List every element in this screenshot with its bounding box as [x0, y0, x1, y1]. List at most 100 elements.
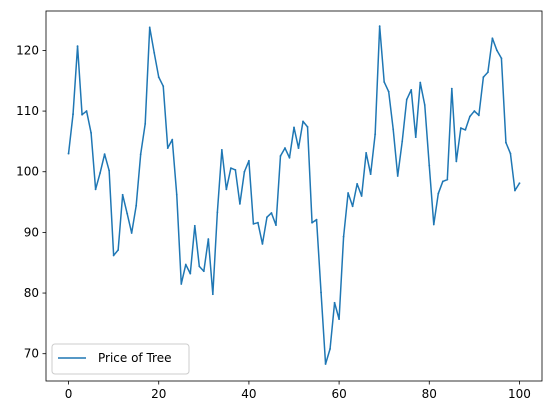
data-point: [356, 182, 359, 185]
data-point: [243, 170, 246, 173]
data-point: [94, 188, 97, 191]
data-point: [112, 254, 115, 257]
axes-frame: [45, 10, 543, 382]
data-point: [252, 223, 255, 225]
legend: Price of Tree: [51, 343, 190, 375]
data-point: [297, 147, 300, 149]
data-point: [270, 212, 273, 214]
data-point: [193, 224, 196, 227]
data-point: [324, 363, 327, 365]
y-tick-label: 100: [16, 165, 39, 179]
data-point: [419, 81, 422, 84]
data-point: [410, 88, 413, 91]
data-point: [81, 113, 83, 116]
data-point: [338, 318, 340, 321]
data-point: [207, 238, 210, 240]
data-point: [99, 172, 102, 174]
data-point: [103, 153, 106, 156]
plot-series: [67, 25, 521, 365]
data-point: [491, 37, 494, 40]
data-point: [329, 347, 331, 350]
x-tick-label: 20: [151, 387, 166, 401]
data-point: [180, 283, 183, 285]
data-point: [266, 216, 268, 219]
x-tick-label: 100: [508, 387, 531, 401]
data-point: [202, 270, 205, 273]
x-tick-label: 40: [241, 387, 256, 401]
data-point: [509, 152, 512, 155]
data-point: [342, 235, 345, 238]
y-tick-label: 90: [24, 225, 39, 239]
data-point: [383, 81, 386, 83]
x-axis: 0 20 40 60 80 100: [65, 381, 531, 401]
data-point: [108, 169, 111, 172]
data-point: [500, 57, 503, 60]
data-point: [117, 249, 120, 251]
data-point: [464, 128, 467, 131]
data-point: [211, 293, 214, 296]
data-point: [220, 149, 223, 151]
data-point: [293, 126, 295, 129]
data-point: [67, 152, 70, 155]
x-tick-label: 80: [422, 387, 437, 401]
data-point: [234, 169, 237, 171]
data-point: [166, 147, 169, 149]
data-point: [320, 291, 322, 294]
data-point: [333, 301, 336, 304]
data-point: [486, 71, 489, 74]
series-line-0: [67, 25, 521, 365]
data-point: [450, 87, 453, 90]
data-point: [414, 136, 417, 139]
data-point: [184, 263, 187, 266]
data-point: [392, 128, 395, 131]
data-point: [135, 204, 138, 207]
x-tick-label: 0: [65, 387, 73, 401]
data-point: [496, 49, 498, 52]
data-point: [72, 113, 74, 116]
data-point: [378, 25, 381, 28]
data-point: [189, 272, 192, 275]
data-point: [347, 192, 350, 194]
data-point: [171, 138, 174, 141]
data-point: [441, 180, 444, 183]
data-point: [428, 164, 431, 167]
data-point: [153, 51, 156, 54]
data-point: [216, 211, 219, 214]
data-point: [396, 175, 399, 177]
data-point: [405, 98, 408, 101]
y-axis: 70 80 90 100 110 120: [16, 43, 46, 361]
data-point: [157, 76, 160, 79]
data-point: [365, 152, 368, 154]
legend-label: Price of Tree: [98, 351, 171, 365]
data-point: [162, 85, 165, 88]
data-point: [238, 202, 241, 205]
data-point: [315, 218, 318, 221]
data-point: [261, 243, 264, 245]
data-point: [432, 223, 435, 226]
data-point: [139, 153, 142, 156]
y-tick-label: 110: [16, 104, 39, 118]
data-point: [455, 160, 458, 163]
data-point: [351, 205, 354, 208]
data-point: [374, 133, 377, 136]
data-point: [446, 178, 449, 181]
data-point: [514, 189, 516, 192]
data-point: [473, 110, 476, 112]
data-point: [518, 182, 521, 185]
data-point: [360, 195, 363, 197]
data-point: [148, 26, 151, 29]
data-point: [175, 193, 178, 196]
data-point: [369, 173, 372, 176]
data-point: [459, 127, 462, 129]
data-point: [401, 140, 404, 143]
y-tick-label: 120: [16, 43, 39, 57]
data-point: [90, 132, 92, 134]
data-point: [482, 76, 485, 79]
data-point: [121, 193, 124, 196]
data-point: [284, 147, 286, 149]
legend-box: [51, 343, 190, 375]
data-point: [130, 232, 133, 234]
data-point: [387, 90, 390, 93]
data-point: [126, 212, 129, 215]
